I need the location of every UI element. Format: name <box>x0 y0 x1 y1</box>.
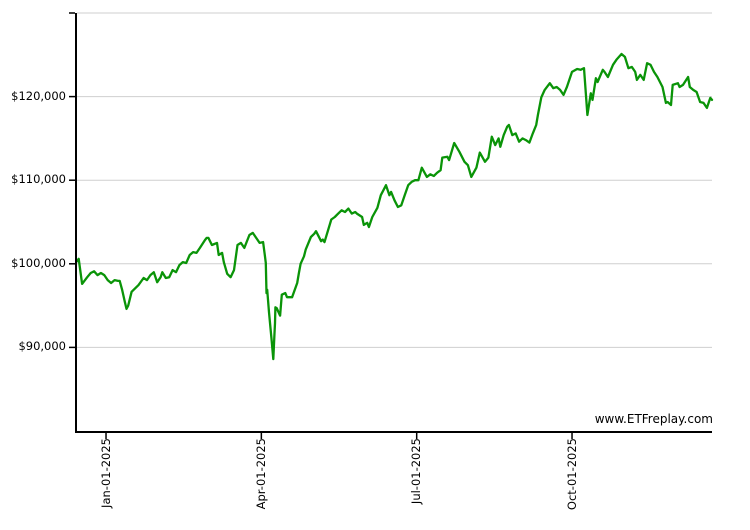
y-tick-label: $110,000 <box>11 172 66 187</box>
series-line <box>75 52 714 361</box>
axes <box>75 13 712 433</box>
x-tick-label: Apr-01-2025 <box>253 438 268 510</box>
y-tick-label: $90,000 <box>18 339 66 354</box>
x-tick-label: Jul-01-2025 <box>409 438 424 505</box>
y-tick-label: $100,000 <box>11 255 66 270</box>
gridlines <box>77 12 712 348</box>
watermark: www.ETFreplay.com <box>594 412 713 426</box>
x-tick-label: Oct-01-2025 <box>564 438 579 511</box>
series-portfolio-value <box>75 52 714 361</box>
tick-marks <box>69 12 573 439</box>
x-tick-label: Jan-01-2025 <box>98 438 113 508</box>
y-tick-label: $120,000 <box>11 88 66 103</box>
